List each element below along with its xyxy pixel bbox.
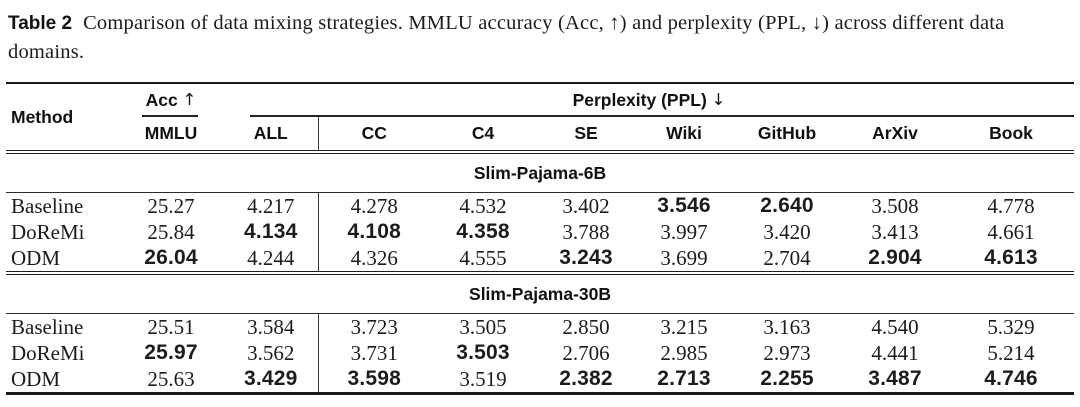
value-cell: 25.51 (147, 314, 195, 339)
value-cell: 3.420 (763, 219, 811, 244)
value-cell: 25.84 (147, 219, 195, 244)
table-body: Slim-Pajama-6B Baseline 25.27 4.217 4.278 4.5… (6, 150, 1075, 394)
value-cell: 2.382 (559, 367, 613, 390)
down-arrow-icon: ↓ (711, 90, 726, 109)
value-cell: 3.788 (562, 219, 610, 244)
table-row: DoReMi 25.84 4.134 4.108 4.358 3.788 3.997 3.42… (6, 219, 1074, 245)
value-cell: 4.778 (987, 193, 1035, 218)
value-cell: 3.997 (660, 219, 708, 244)
value-cell: 3.519 (459, 366, 507, 391)
value-cell: 3.584 (224, 313, 319, 340)
value-cell: 25.27 (147, 193, 195, 218)
value-cell: 4.326 (350, 245, 398, 270)
table-caption-text: Comparison of data mixing strategies. MM… (8, 12, 1005, 63)
column-header-mmlu: MMLU (144, 123, 198, 143)
column-header-cc: CC (361, 123, 387, 143)
value-cell: 4.613 (984, 246, 1038, 269)
table-caption-label: Table 2 (8, 13, 73, 34)
value-cell: 4.278 (350, 193, 398, 218)
column-header-book: Book (989, 123, 1033, 143)
value-cell: 4.555 (459, 245, 507, 270)
value-cell: 2.255 (760, 367, 814, 390)
section-header-row: Slim-Pajama-30B (6, 271, 1075, 314)
value-cell: 3.731 (350, 340, 398, 365)
value-cell: 2.713 (657, 367, 711, 390)
column-header-se: SE (574, 123, 598, 143)
table-subheader-row: MMLU ALL CC C4 SE Wiki GitHub ArXiv Book (6, 117, 1074, 152)
value-cell: 4.532 (459, 193, 507, 218)
ppl-group-label: Perplexity (PPL) (572, 90, 707, 110)
value-cell: 3.215 (660, 314, 708, 339)
value-cell: 25.97 (144, 341, 198, 364)
method-cell: DoReMi (11, 219, 85, 244)
value-cell: 3.598 (347, 367, 402, 390)
value-cell: 3.723 (350, 314, 398, 339)
method-cell: ODM (11, 245, 61, 270)
value-cell: 3.508 (871, 193, 919, 218)
value-cell: 3.505 (459, 314, 507, 339)
table-caption: Table 2 Comparison of data mixing strateg… (8, 9, 1070, 67)
value-cell: 2.973 (763, 340, 811, 365)
value-cell: 25.63 (147, 366, 195, 391)
up-arrow-icon: ↑ (182, 90, 197, 109)
section-header-row: Slim-Pajama-6B (6, 150, 1075, 193)
value-cell: 26.04 (144, 246, 198, 269)
value-cell: 2.850 (562, 314, 610, 339)
method-cell: Baseline (11, 193, 84, 218)
value-cell: 4.217 (224, 192, 319, 219)
results-table: Method Acc ↑ Perplexity (PPL) ↓ MMLU ALL… (6, 82, 1075, 395)
value-cell: 5.329 (987, 314, 1035, 339)
value-cell: 3.163 (763, 314, 811, 339)
value-cell: 2.985 (660, 340, 708, 365)
method-cell: ODM (11, 366, 61, 391)
value-cell: 3.699 (660, 245, 708, 270)
column-group-perplexity: Perplexity (PPL) ↓ (224, 83, 1075, 117)
value-cell: 3.487 (868, 367, 922, 390)
value-cell: 2.904 (868, 246, 922, 269)
acc-group-label: Acc (145, 90, 178, 110)
table-header: Method Acc ↑ Perplexity (PPL) ↓ MMLU ALL… (6, 83, 1075, 152)
table-row: ODM 25.63 3.429 3.598 3.519 2.382 2.713 2.255 3.… (6, 366, 1074, 394)
value-cell: 4.358 (456, 220, 510, 243)
table-row: Baseline 25.51 3.584 3.723 3.505 2.850 3.215 3.… (6, 313, 1074, 340)
section-title: Slim-Pajama-30B (6, 271, 1075, 314)
method-cell: DoReMi (11, 340, 85, 365)
column-header-all: ALL (224, 117, 319, 152)
value-cell: 4.540 (871, 314, 919, 339)
value-cell: 4.441 (871, 340, 919, 365)
column-header-method: Method (11, 106, 74, 127)
table-group-header-row: Method Acc ↑ Perplexity (PPL) ↓ (6, 83, 1075, 127)
value-cell: 4.108 (347, 220, 402, 243)
value-cell: 4.746 (984, 367, 1038, 390)
table-row: ODM 26.04 4.244 4.326 4.555 3.243 3.699 2.704 2.… (6, 245, 1074, 273)
value-cell: 3.413 (871, 219, 919, 244)
value-cell: 3.503 (456, 341, 510, 364)
table-row: Baseline 25.27 4.217 4.278 4.532 3.402 3.546 2.… (6, 192, 1074, 219)
column-header-c4: C4 (471, 123, 495, 143)
table-row: DoReMi 25.97 3.562 3.731 3.503 2.706 2.985 2.97… (6, 340, 1074, 366)
method-cell: Baseline (11, 314, 84, 339)
value-cell: 4.134 (224, 219, 319, 245)
section-title: Slim-Pajama-6B (6, 150, 1075, 193)
value-cell: 3.429 (224, 366, 319, 394)
value-cell: 3.546 (657, 194, 711, 217)
value-cell: 3.562 (224, 340, 319, 366)
value-cell: 2.640 (760, 194, 814, 217)
value-cell: 5.214 (987, 340, 1035, 365)
column-header-wiki: Wiki (666, 123, 702, 143)
value-cell: 4.244 (224, 245, 319, 273)
value-cell: 2.706 (562, 340, 610, 365)
value-cell: 2.704 (763, 245, 811, 270)
value-cell: 4.661 (987, 219, 1035, 244)
column-header-arxiv: ArXiv (872, 123, 918, 143)
value-cell: 3.243 (559, 246, 613, 269)
column-header-github: GitHub (757, 123, 817, 143)
value-cell: 3.402 (562, 193, 610, 218)
column-group-accuracy: Acc ↑ (118, 83, 224, 117)
